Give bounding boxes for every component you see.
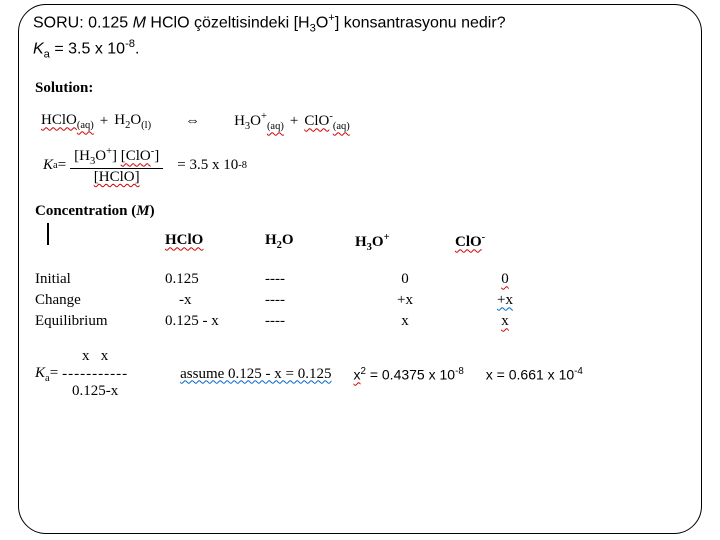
- text-cursor: [47, 223, 49, 245]
- q-ion-suf: ] konsantrasyonu nedir?: [335, 14, 506, 31]
- q-ka-end: .: [135, 40, 139, 57]
- ice-c-h3o: +x: [355, 292, 455, 309]
- x-pre: x = 0.661 x 10: [486, 367, 574, 383]
- solution-label: Solution:: [35, 80, 687, 97]
- ka-fraction: [H3O+] [ClO-] [HClO]: [70, 146, 163, 185]
- ice-h-clo: ClO: [455, 234, 482, 250]
- ka-eq2: = 3.5 x 10: [177, 157, 238, 174]
- ka-eq2-exp: -8: [238, 160, 247, 171]
- ice-row-eq: Equilibrium: [35, 313, 165, 330]
- ice-h-hclo: HClO: [165, 232, 265, 253]
- question-block: SORU: 0.125 M HClO çözeltisindeki [H3O+]…: [33, 11, 687, 62]
- ka-num2: [ClO: [121, 148, 151, 164]
- ice-e-clo: x: [455, 313, 555, 330]
- x2-post: = 0.4375 x 10: [366, 367, 455, 383]
- eq-plus2: +: [290, 113, 298, 130]
- q-compound: HClO çözeltisindeki: [150, 14, 289, 31]
- eq-plus1: +: [100, 113, 108, 130]
- ice-e-h2o: ----: [265, 313, 355, 330]
- eq-h3o-h: H: [234, 113, 245, 129]
- q-molarity: 0.125: [88, 14, 128, 31]
- eq-hclo: HClO: [41, 112, 77, 128]
- ice-e-h3o: x: [355, 313, 455, 330]
- q-ka-exp: -8: [125, 38, 135, 50]
- eq-clo-state: (aq): [333, 121, 350, 132]
- ice-c-clo: +x: [455, 292, 555, 309]
- ice-i-h2o: ----: [265, 271, 355, 288]
- eq-h2o-h: H: [114, 112, 125, 128]
- ice-table: HClO H2O H3O+ ClO- Initial 0.125 ---- 0 …: [35, 232, 687, 330]
- ice-h-h2o-h: H: [265, 232, 277, 248]
- ka2-dash: -----------: [62, 366, 128, 383]
- ka-eq: =: [58, 157, 66, 174]
- conc-pre: Concentration (: [35, 203, 136, 219]
- q-ion-mid: O: [316, 14, 328, 31]
- ice-h-clo-sup: -: [482, 232, 486, 243]
- eq-h2o-o: O: [130, 112, 141, 128]
- ka2-eq: =: [50, 365, 58, 381]
- assume-text: assume 0.125 - x = 0.125: [180, 366, 331, 382]
- eq-arrow: ⇔: [185, 113, 200, 130]
- ka-num1: [H: [74, 148, 90, 164]
- ka-var: K: [43, 157, 53, 174]
- ice-c-hclo: -x: [165, 292, 265, 309]
- ka-num1-end: ]: [112, 148, 117, 164]
- equilibrium-equation: HClO(aq) + H2O(l) ⇔ H3O+(aq) + ClO-(aq): [41, 111, 687, 132]
- eq-h3o-state: (aq): [267, 121, 284, 132]
- q-unit: M: [133, 14, 146, 31]
- conc-m: M: [136, 203, 149, 219]
- q-ka-eq: = 3.5 x 10: [50, 40, 125, 57]
- ka-num1-mid: O: [95, 148, 106, 164]
- ice-c-h2o: ----: [265, 292, 355, 309]
- ice-h-h3o-o: O: [372, 234, 384, 250]
- ice-row-initial: Initial: [35, 271, 165, 288]
- ice-h-h3o-sup: +: [384, 232, 390, 243]
- ice-h-h3o-h: H: [355, 234, 367, 250]
- ka-expression: Ka = [H3O+] [ClO-] [HClO] = 3.5 x 10-8: [43, 146, 687, 185]
- concentration-label: Concentration (M): [35, 203, 687, 220]
- ka-den: [HClO]: [90, 169, 144, 186]
- ice-i-clo: 0: [455, 271, 555, 288]
- ka2-num: x x: [82, 348, 108, 365]
- ice-row-change: Change: [35, 292, 165, 309]
- ice-i-h3o: 0: [355, 271, 455, 288]
- eq-hclo-state: (aq): [77, 120, 94, 131]
- q-ka-var: K: [33, 40, 44, 57]
- ka-num2-end: ]: [154, 148, 159, 164]
- ice-i-hclo: 0.125: [165, 271, 265, 288]
- eq-h2o-state: (l): [141, 120, 151, 131]
- q-ion-pre: [H: [294, 14, 310, 31]
- x2-exp: -8: [455, 366, 464, 377]
- bottom-calculations: Ka= x x ----------- 0.125-x assume 0.125…: [33, 348, 687, 400]
- q-label: SORU:: [33, 14, 84, 31]
- eq-h3o-o: O: [250, 113, 261, 129]
- x-exp: -4: [574, 366, 583, 377]
- ka-fraction-2: Ka= x x ----------- 0.125-x: [35, 348, 128, 400]
- ka2-den: 0.125-x: [72, 383, 118, 400]
- ice-e-hclo: 0.125 - x: [165, 313, 265, 330]
- conc-post: ): [150, 203, 155, 219]
- slide-frame: SORU: 0.125 M HClO çözeltisindeki [H3O+]…: [18, 4, 702, 534]
- ka2-var: K: [35, 365, 45, 381]
- ice-h-h2o-o: O: [282, 232, 294, 248]
- eq-clo: ClO: [304, 113, 329, 129]
